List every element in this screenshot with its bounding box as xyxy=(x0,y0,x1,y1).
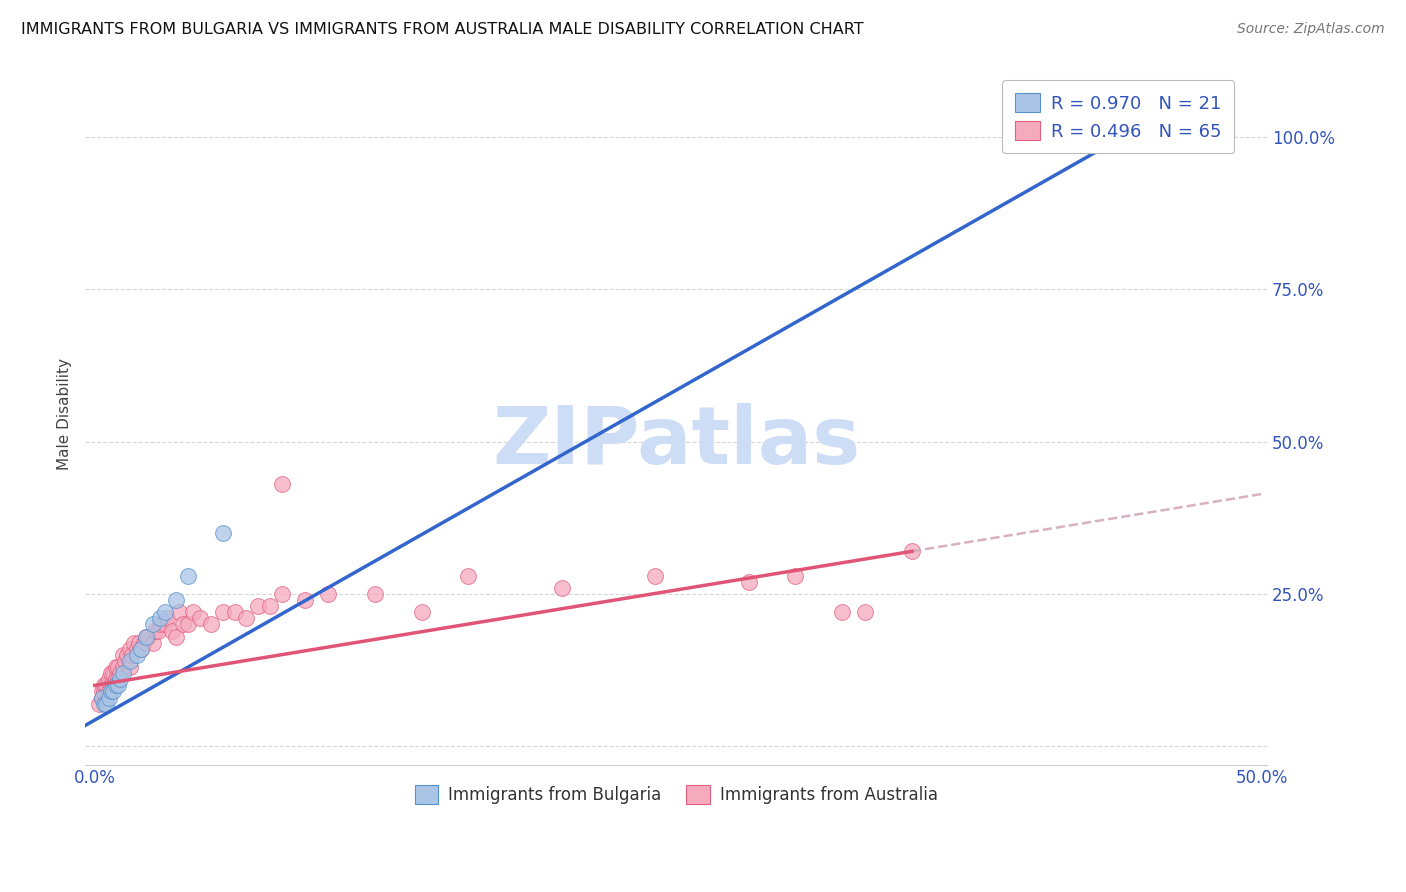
Point xyxy=(118,660,141,674)
Point xyxy=(160,624,183,638)
Point xyxy=(831,605,853,619)
Point xyxy=(97,684,120,698)
Point xyxy=(138,630,160,644)
Point xyxy=(110,666,132,681)
Point xyxy=(153,617,176,632)
Point xyxy=(104,678,127,692)
Point xyxy=(118,654,141,668)
Point xyxy=(149,611,172,625)
Point xyxy=(235,611,257,625)
Point xyxy=(97,672,120,686)
Point xyxy=(110,672,132,686)
Point xyxy=(172,617,194,632)
Point xyxy=(93,684,115,698)
Point xyxy=(167,605,190,619)
Point xyxy=(146,624,169,638)
Point xyxy=(737,574,759,589)
Point xyxy=(145,624,167,638)
Point xyxy=(90,690,112,705)
Point xyxy=(100,678,122,692)
Point xyxy=(853,605,876,619)
Point xyxy=(270,587,292,601)
Point xyxy=(457,568,479,582)
Point xyxy=(132,636,155,650)
Point xyxy=(181,605,204,619)
Point xyxy=(135,630,157,644)
Point xyxy=(104,660,127,674)
Point xyxy=(111,666,134,681)
Y-axis label: Male Disability: Male Disability xyxy=(58,359,72,470)
Point xyxy=(316,587,339,601)
Point xyxy=(111,648,134,662)
Point xyxy=(96,690,118,705)
Point xyxy=(104,672,127,686)
Point xyxy=(118,641,141,656)
Text: ZIPatlas: ZIPatlas xyxy=(492,403,860,482)
Point xyxy=(785,568,807,582)
Point xyxy=(125,641,148,656)
Point xyxy=(177,617,200,632)
Point xyxy=(111,660,134,674)
Point xyxy=(107,678,129,692)
Point xyxy=(131,641,153,656)
Point xyxy=(212,526,235,541)
Point xyxy=(96,678,118,692)
Point xyxy=(124,636,146,650)
Point xyxy=(93,697,115,711)
Point xyxy=(103,678,125,692)
Point xyxy=(97,690,120,705)
Point xyxy=(165,630,187,644)
Point xyxy=(89,697,111,711)
Point xyxy=(1111,130,1133,145)
Point xyxy=(212,605,235,619)
Point xyxy=(149,617,172,632)
Point xyxy=(90,690,112,705)
Point xyxy=(153,605,176,619)
Point xyxy=(103,666,125,681)
Point xyxy=(644,568,666,582)
Text: IMMIGRANTS FROM BULGARIA VS IMMIGRANTS FROM AUSTRALIA MALE DISABILITY CORRELATIO: IMMIGRANTS FROM BULGARIA VS IMMIGRANTS F… xyxy=(21,22,863,37)
Point xyxy=(125,648,148,662)
Point xyxy=(188,611,211,625)
Point xyxy=(200,617,222,632)
Point xyxy=(165,593,187,607)
Point xyxy=(142,636,165,650)
Point xyxy=(131,641,153,656)
Point xyxy=(259,599,281,614)
Point xyxy=(117,648,139,662)
Point xyxy=(114,654,136,668)
Point xyxy=(364,587,387,601)
Point xyxy=(901,544,924,558)
Point xyxy=(90,684,112,698)
Legend: Immigrants from Bulgaria, Immigrants from Australia: Immigrants from Bulgaria, Immigrants fro… xyxy=(404,773,949,815)
Point xyxy=(100,684,122,698)
Point xyxy=(96,697,118,711)
Point xyxy=(294,593,316,607)
Point xyxy=(100,666,122,681)
Point xyxy=(270,477,292,491)
Point xyxy=(103,684,125,698)
Text: Source: ZipAtlas.com: Source: ZipAtlas.com xyxy=(1237,22,1385,37)
Point xyxy=(177,568,200,582)
Point xyxy=(128,636,150,650)
Point xyxy=(93,678,115,692)
Point xyxy=(224,605,246,619)
Point xyxy=(107,660,129,674)
Point xyxy=(156,611,179,625)
Point xyxy=(551,581,574,595)
Point xyxy=(107,672,129,686)
Point xyxy=(142,617,165,632)
Point xyxy=(411,605,433,619)
Point xyxy=(135,630,157,644)
Point xyxy=(247,599,270,614)
Point xyxy=(121,648,143,662)
